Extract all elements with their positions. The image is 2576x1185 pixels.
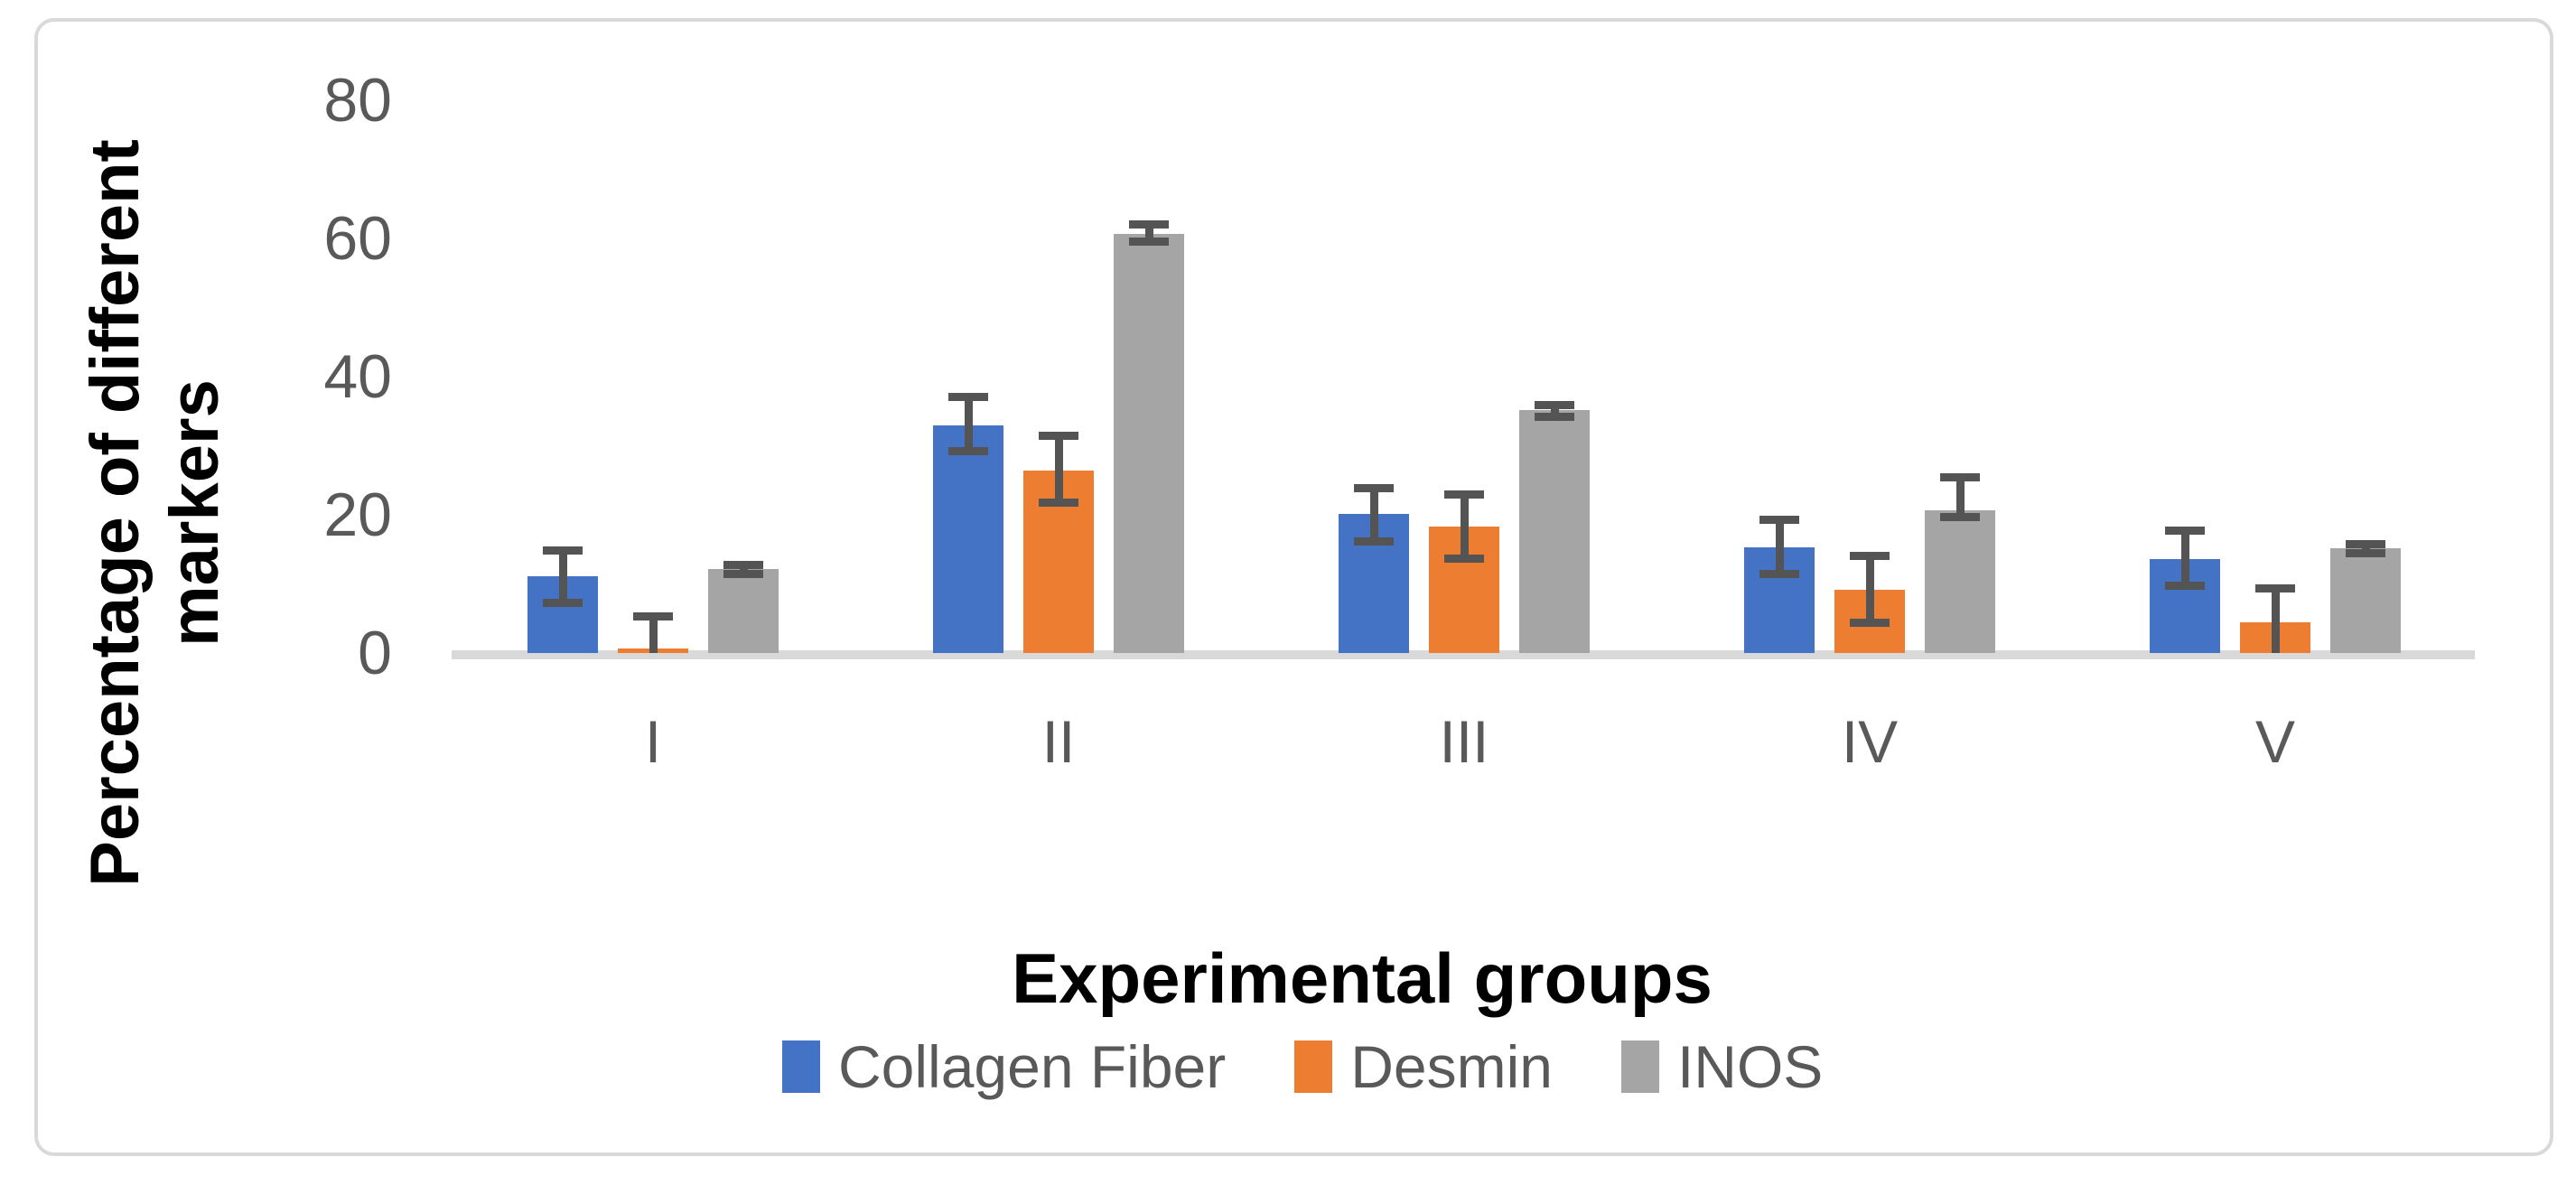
bar-inos-V (2330, 547, 2401, 653)
x-axis-label-V: V (2254, 708, 2296, 775)
error-bar-top-cap (2255, 584, 2295, 593)
error-bar-line (739, 565, 748, 574)
error-bar-bottom-cap (1940, 512, 1980, 521)
error-bar-line (1955, 477, 1965, 518)
y-axis-tick-20: 20 (323, 481, 392, 549)
legend-label: Desmin (1350, 1033, 1553, 1100)
y-axis-tick-80: 80 (323, 66, 392, 135)
y-axis-title: Percentage of different markers (76, 0, 235, 1055)
x-axis-label-I: I (644, 708, 662, 775)
error-bar-top-cap (1759, 515, 1799, 524)
error-bar-bottom-cap (543, 599, 583, 608)
error-bar-top-cap (1535, 400, 1574, 409)
legend-swatch-icon (1294, 1040, 1333, 1093)
error-bar-top-cap (1940, 473, 1980, 482)
legend-item-desmin: Desmin (1294, 1032, 1553, 1101)
bar-inos-I (708, 569, 779, 653)
x-axis-title: Experimental groups (1012, 938, 1713, 1018)
error-bar-top-cap (633, 611, 673, 620)
error-bar-top-cap (1039, 432, 1078, 441)
legend-label: INOS (1676, 1033, 1824, 1100)
y-axis-tick-40: 40 (323, 342, 392, 411)
error-bar-line (1460, 494, 1469, 559)
legend-swatch-icon (1620, 1040, 1659, 1093)
error-bar-top-cap (1129, 220, 1169, 229)
error-bar-top-cap (723, 561, 763, 570)
error-bar-bottom-cap (1129, 238, 1169, 247)
error-bar-line (2180, 530, 2189, 586)
error-bar-line (1775, 519, 1784, 574)
legend-swatch-icon (782, 1040, 820, 1093)
bar-collagen-fiber-II (933, 425, 1003, 653)
x-axis-label-III: III (1439, 708, 1489, 775)
chart-frame (34, 18, 2553, 1156)
chart-legend: Collagen Fiber Desmin INOS (782, 1032, 1823, 1101)
error-bar-top-cap (2165, 527, 2205, 536)
error-bar-bottom-cap (1535, 412, 1574, 421)
x-axis-label-IV: IV (1841, 708, 1899, 775)
error-bar-line (649, 616, 658, 653)
error-bar-line (1550, 405, 1559, 417)
error-bar-bottom-cap (2346, 548, 2385, 557)
error-bar-top-cap (1850, 552, 1890, 561)
bar-inos-II (1114, 233, 1184, 653)
error-bar-bottom-cap (1444, 555, 1484, 564)
legend-item-inos: INOS (1620, 1032, 1824, 1101)
error-bar-top-cap (1354, 483, 1394, 492)
error-bar-line (1054, 435, 1063, 503)
error-bar-bottom-cap (948, 447, 988, 456)
y-axis-title-line1: Percentage of different (77, 139, 154, 887)
error-bar-line (1144, 224, 1153, 242)
y-axis-title-line2: markers (156, 379, 233, 647)
error-bar-line (964, 397, 973, 452)
error-bar-line (558, 550, 567, 603)
error-bar-top-cap (1444, 490, 1484, 499)
legend-label: Collagen Fiber (838, 1033, 1227, 1100)
legend-item-collagen-fiber: Collagen Fiber (782, 1032, 1226, 1101)
bar-inos-IV (1925, 509, 1995, 653)
bar-inos-III (1519, 409, 1590, 653)
error-bar-line (1865, 555, 1874, 623)
error-bar-line (2361, 544, 2370, 554)
error-bar-bottom-cap (723, 569, 763, 578)
error-bar-top-cap (543, 546, 583, 555)
error-bar-top-cap (2346, 539, 2385, 548)
error-bar-line (1369, 488, 1378, 542)
x-axis-label-II: II (1041, 708, 1076, 775)
x-axis-line (452, 650, 2475, 659)
error-bar-bottom-cap (1850, 618, 1890, 627)
error-bar-top-cap (948, 393, 988, 402)
error-bar-bottom-cap (1759, 570, 1799, 579)
error-bar-bottom-cap (1039, 498, 1078, 507)
y-axis-tick-0: 0 (358, 619, 392, 687)
error-bar-bottom-cap (1354, 537, 1394, 546)
error-bar-bottom-cap (2165, 581, 2205, 590)
error-bar-line (2271, 588, 2280, 653)
y-axis-tick-60: 60 (323, 204, 392, 273)
